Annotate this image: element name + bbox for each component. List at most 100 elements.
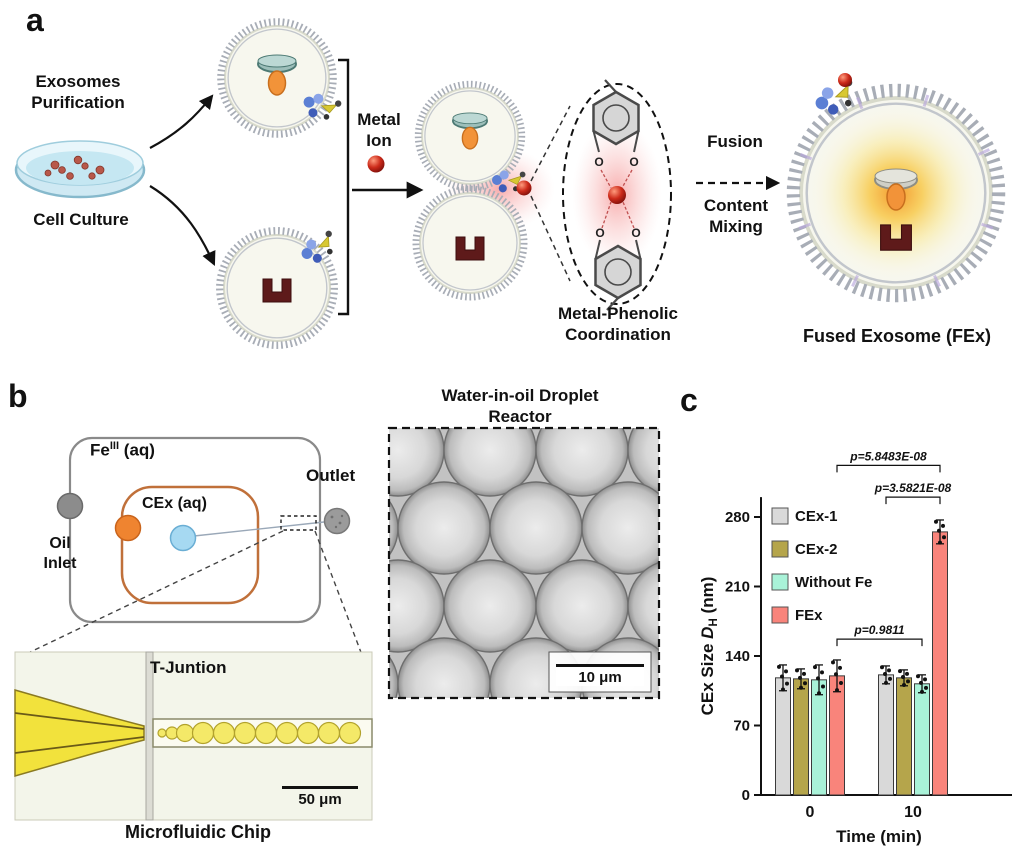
legend-swatch-without-fe: [771, 573, 789, 591]
bar-cex-2-t10: [896, 677, 912, 796]
data-point: [938, 540, 942, 545]
bar-fex-t10: [932, 531, 948, 796]
data-point: [821, 684, 825, 689]
significance-bracket: [836, 638, 923, 647]
bar-fex-t0: [829, 675, 845, 796]
metal-ion-sphere: [367, 155, 385, 173]
cex-inlet-port: [169, 524, 197, 552]
oxygen-label: O: [595, 226, 604, 240]
data-point: [942, 535, 946, 540]
data-point: [799, 685, 803, 690]
y-tick-label: 140: [725, 648, 750, 665]
data-point: [802, 671, 806, 676]
data-point: [839, 681, 843, 686]
droplet-reactor-title: Water-in-oil Droplet Reactor: [441, 386, 599, 426]
outlet-port: [323, 507, 351, 535]
chip-label: Microfluidic Chip: [125, 822, 271, 842]
data-point: [924, 685, 928, 690]
metal-phenolic-label: Metal-Phenolic Coordination: [558, 304, 678, 344]
fe-aq-label: FeIII (aq): [90, 440, 155, 461]
data-point: [795, 668, 799, 673]
chip-micrograph: [14, 651, 373, 821]
benzene-ring-bottom: [594, 244, 642, 300]
microfluidic-schematic: [23, 436, 363, 656]
x-axis-label: Time (min): [836, 827, 922, 846]
fe-inlet-port: [114, 514, 142, 542]
data-point: [880, 665, 884, 670]
benzene-ring-top: [592, 90, 640, 146]
data-point: [920, 689, 924, 694]
data-point: [901, 675, 905, 680]
zoom-line-bottom: [530, 195, 571, 282]
zoom-region-box: [280, 515, 317, 531]
fe-sup: III: [109, 440, 120, 452]
data-point: [798, 675, 802, 680]
data-point: [941, 523, 945, 528]
content-mixing-label: Content Mixing: [703, 196, 769, 236]
data-point: [923, 677, 927, 682]
fe-base: Fe: [90, 440, 110, 460]
data-point: [831, 660, 835, 665]
t-junction-label: T-Juntion: [150, 658, 227, 677]
legend-swatch-fex: [771, 606, 789, 624]
oil-inlet-port: [56, 492, 84, 520]
y-tick-label: 0: [742, 787, 750, 804]
panel-b-label: b: [8, 378, 28, 414]
data-point: [902, 682, 906, 687]
droplet-train: [157, 721, 362, 745]
petri-dish: [14, 140, 146, 199]
arrow-to-exosome-bottom: [149, 185, 216, 266]
data-point: [916, 674, 920, 679]
fusion-label: Fusion: [707, 132, 763, 151]
panel-c-label: c: [680, 382, 698, 418]
metal-ion-label: Metal Ion: [357, 110, 401, 150]
cex-size-chart: 0 70 140 210 280 0 10 Time (min) CEx-1 CEx-2 Witho…: [725, 449, 1012, 846]
data-point: [883, 671, 887, 676]
legend-label: CEx-1: [795, 508, 838, 525]
data-point: [803, 681, 807, 686]
data-point: [781, 687, 785, 692]
oxygen-label: O: [631, 226, 640, 240]
oxygen-label: O: [629, 155, 638, 169]
coordinated-metal-ion: [608, 186, 626, 204]
bar-without-fe-t10: [914, 683, 930, 796]
outlet-label: Outlet: [306, 466, 356, 485]
inlet-channel: [14, 689, 145, 777]
legend-label: CEx-2: [795, 541, 838, 558]
data-point: [934, 519, 938, 524]
fused-exosome-art: [793, 73, 998, 296]
purified-exosome-2: [220, 230, 341, 345]
data-point: [780, 674, 784, 679]
data-point: [834, 672, 838, 677]
x-tick-label: 10: [904, 804, 922, 821]
legend-label: FEx: [795, 607, 823, 624]
data-point: [838, 665, 842, 670]
data-point: [813, 665, 817, 670]
membrane-proteins: [798, 94, 994, 287]
data-point: [835, 688, 839, 693]
significance-bracket: [836, 464, 941, 473]
data-point: [784, 669, 788, 674]
data-point: [816, 676, 820, 681]
bar-cex-2-t0: [793, 678, 809, 796]
data-point: [905, 671, 909, 676]
y-tick-label: 280: [725, 509, 750, 526]
exosomes-purification-label: Exosomes Purification: [31, 72, 125, 112]
oxygen-label: O: [594, 155, 603, 169]
bar-cex-1-t0: [775, 677, 791, 796]
droplet-scale-bar: 10 μm: [556, 664, 644, 686]
arrow-to-exosome-top: [149, 94, 214, 149]
cell-culture-label: Cell Culture: [33, 210, 129, 229]
data-point: [785, 681, 789, 686]
fe-suffix: (aq): [119, 440, 155, 460]
metal-phenolic-zoom: O O O O: [562, 79, 672, 311]
data-point: [898, 669, 902, 674]
cultured-cells: [44, 155, 105, 180]
p-value-label: p=3.5821E-08: [874, 481, 952, 495]
legend-label: Without Fe: [795, 574, 872, 591]
data-point: [820, 670, 824, 675]
bracket: [338, 58, 350, 316]
data-point: [906, 679, 910, 684]
fusing-exosome-bottom: [416, 189, 524, 297]
